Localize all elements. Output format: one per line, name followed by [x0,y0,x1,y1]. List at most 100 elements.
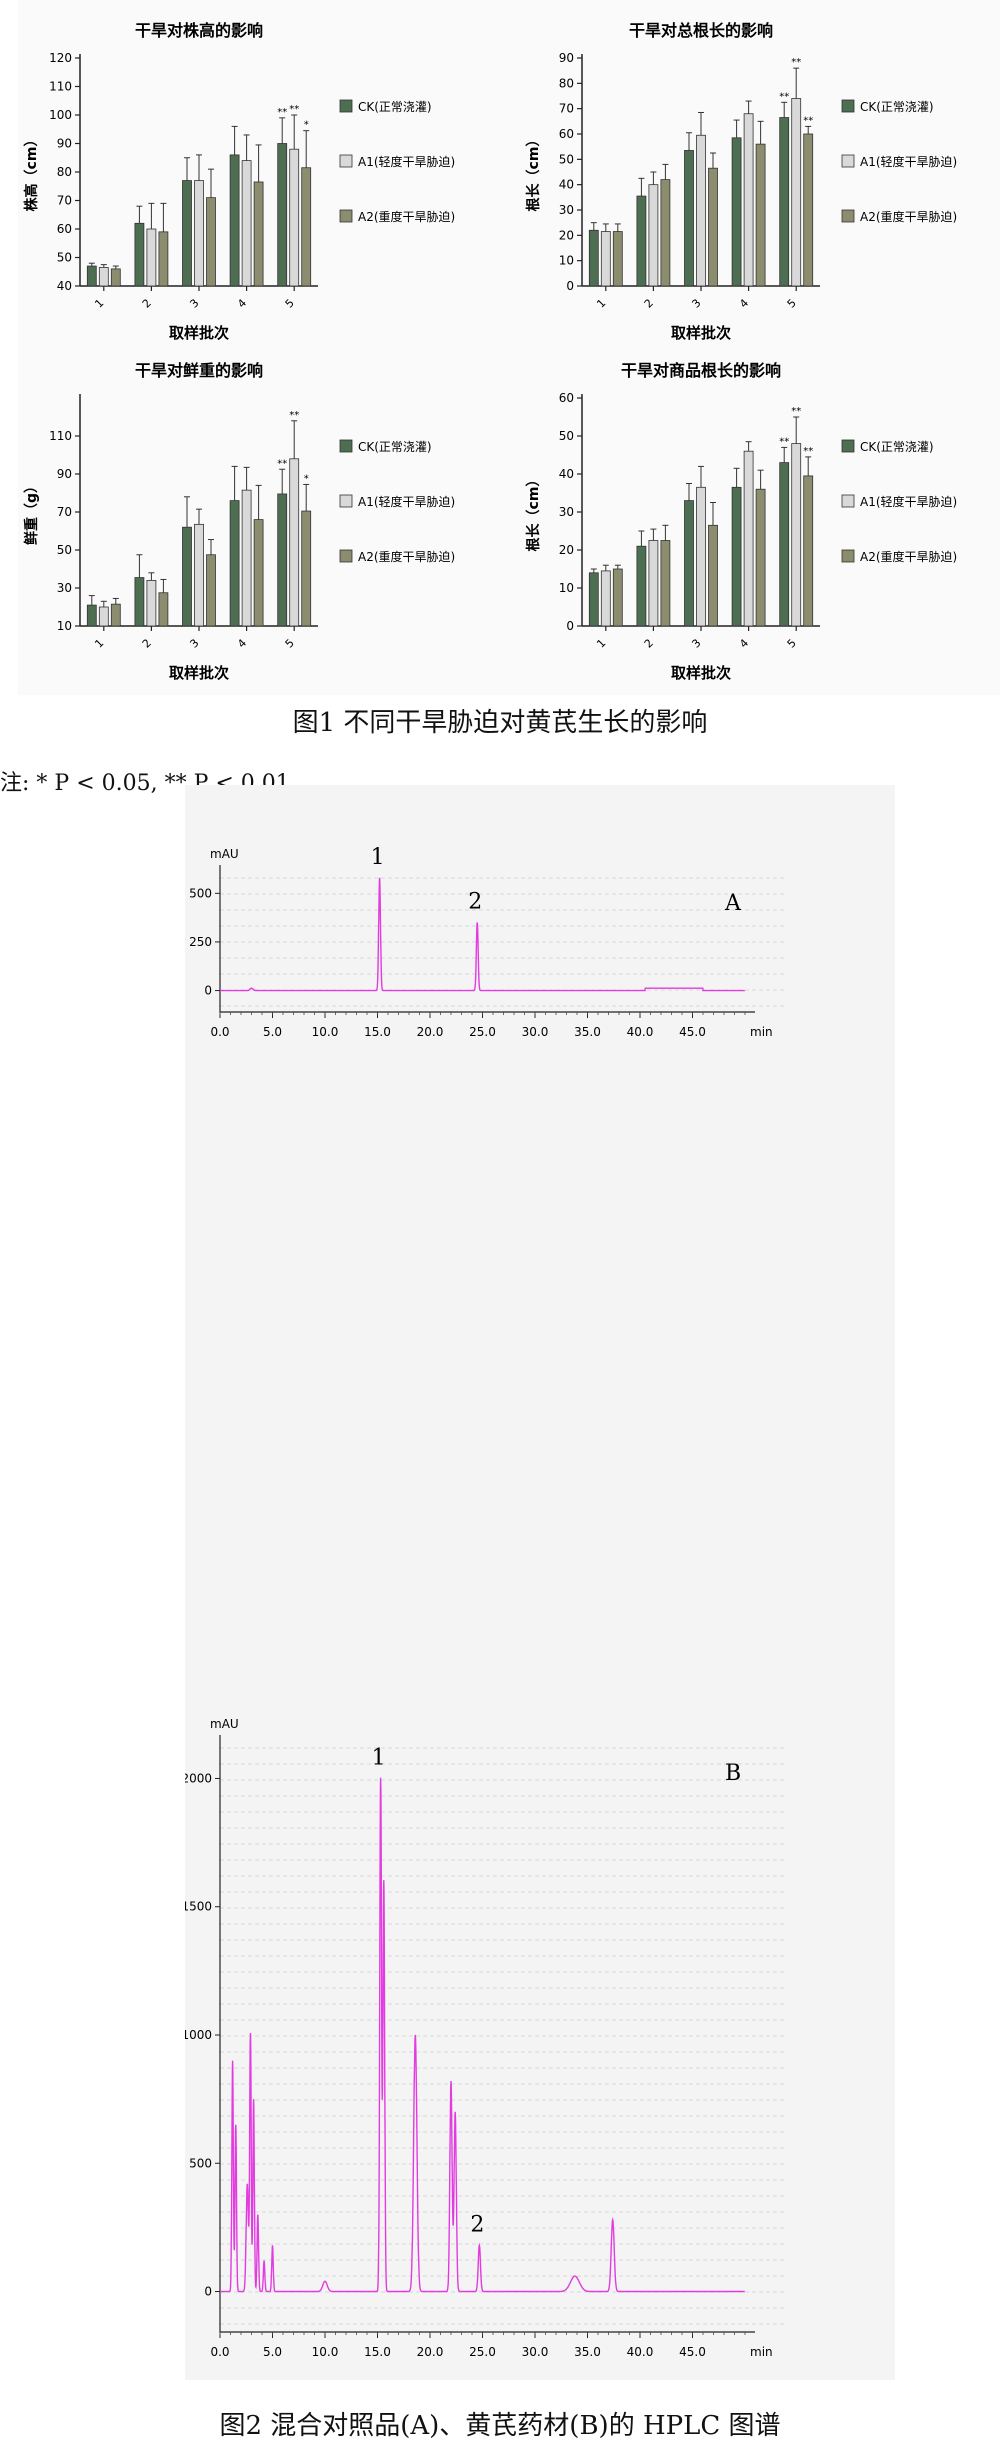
x-tick-label: 4 [737,636,751,650]
bar [194,180,204,287]
significance-mark: ** [803,446,813,457]
x-tick-label: 3 [689,636,703,650]
y-axis-label: mAU [210,1717,239,1731]
bar [277,493,288,627]
chromatogram-trace [220,877,745,992]
legend-label: A2(重度干旱胁迫) [860,549,957,564]
legend-label: A1(轻度干旱胁迫) [358,494,455,509]
significance-mark: * [304,120,309,131]
peak-label: 2 [468,890,482,915]
bar [731,137,742,287]
significance-mark: ** [779,91,789,102]
legend-label: CK(正常浇灌) [358,440,432,454]
bar [648,540,659,627]
chart-title: 干旱对鲜重的影响 [135,361,263,380]
bar [612,231,623,287]
significance-mark: ** [289,410,299,421]
legend-swatch [841,439,855,453]
hplc-chart-a: mAU min 0 250 500 0.0 5.0 10.0 15.0 20.0 25.0 30.0 3… [185,790,895,1460]
bar [110,268,121,287]
bar [86,604,97,627]
y-tick-label: 90 [559,51,574,65]
x-tick-label: 25.0 [469,2345,496,2359]
x-tick-label: 4 [235,296,249,310]
significance-mark: ** [277,107,287,118]
bar [708,167,718,287]
legend-swatch [339,209,353,223]
significance-mark: ** [289,104,299,115]
y-tick-label: 50 [57,251,72,265]
x-tick-label: 45.0 [679,1025,706,1039]
x-tick-label: 2 [642,296,656,310]
y-tick-label: 40 [559,467,574,481]
figure2-caption: 图2 混合对照品(A)、黄芪药材(B)的 HPLC 图谱 [219,2411,781,2441]
y-tick-label: 0 [566,279,574,293]
y-tick-label: 10 [559,581,574,595]
y-tick-label: 1500 [185,1900,212,1914]
legend-label: CK(正常浇灌) [860,440,934,454]
x-tick-label: 2 [140,296,154,310]
y-tick-label: 1000 [185,2028,212,2042]
y-tick-label: 60 [559,127,574,141]
hplc-chart-b: mAU min 0 500 1000 1500 2000 0.0 5.0 10.0 15.0 20.0… [185,1690,895,2390]
significance-mark: ** [277,458,287,469]
y-axis-label: 株高（cm） [23,133,40,212]
bar [648,184,659,287]
y-tick-label: 80 [57,165,72,179]
y-tick-label: 500 [189,2156,212,2170]
x-tick-label: 2 [140,636,154,650]
bar [253,519,264,627]
x-tick-label: 10.0 [312,2345,339,2359]
bar [636,545,647,627]
peak-label: 1 [372,1745,386,1770]
y-tick-label: 90 [57,467,72,481]
significance-mark: ** [791,406,801,417]
bar [289,148,300,287]
x-tick-label: 3 [689,296,703,310]
bar [791,443,802,627]
bar [755,143,766,287]
y-axis-label: 根长（cm） [525,473,542,552]
legend-label: A2(重度干旱胁迫) [358,549,455,564]
x-axis-label: 取样批次 [169,664,229,682]
bar [229,500,240,627]
chart-title: 干旱对总根长的影响 [629,21,773,40]
bar [684,500,694,627]
bar [612,568,623,627]
bar [636,195,647,287]
bar [146,228,157,287]
bar [588,229,599,287]
x-tick-label: 35.0 [574,2345,601,2359]
legend-swatch [841,154,855,168]
chromatogram-trace [220,1777,745,2293]
x-tick-label: 4 [737,296,751,310]
x-tick-label: 15.0 [364,1025,391,1039]
y-tick-label: 500 [189,886,212,900]
y-tick-label: 80 [559,76,574,90]
bar [289,458,300,627]
x-tick-label: 10.0 [312,1025,339,1039]
x-tick-label: 1 [594,296,608,310]
bar [696,134,706,287]
bar [779,462,790,627]
bar [134,577,145,627]
y-tick-label: 0 [566,619,574,633]
y-tick-label: 120 [49,51,72,65]
x-axis-label: min [750,1025,773,1039]
x-tick-label: 5 [785,636,799,650]
x-tick-label: 20.0 [417,1025,444,1039]
bar-chart-commercial-root-length: 干旱对商品根长的影响 根长（cm） 取样批次 0 10 20 30 40 50 60 1 2 3 4 5 **… [520,340,1000,690]
bar [731,486,742,627]
bar [134,222,145,287]
x-tick-label: 3 [187,636,201,650]
bar [803,133,814,287]
y-tick-label: 50 [57,543,72,557]
bar [755,488,766,627]
y-tick-label: 110 [49,429,72,443]
bar [803,475,814,627]
x-tick-label: 3 [187,296,201,310]
x-axis-label: 取样批次 [671,324,731,342]
bar [588,572,599,627]
